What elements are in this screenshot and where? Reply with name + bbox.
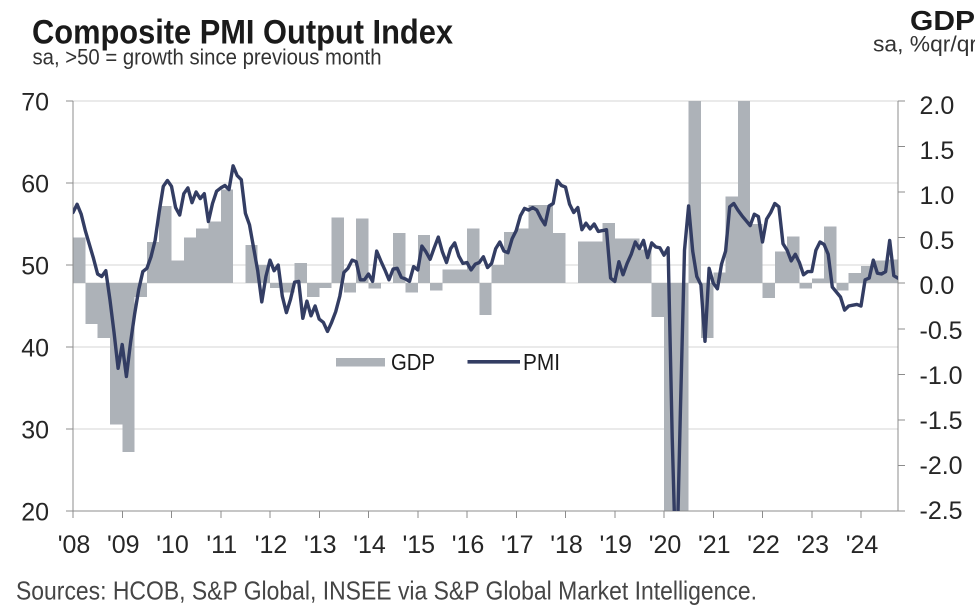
svg-text:GDP: GDP (910, 5, 975, 36)
svg-text:2.0: 2.0 (920, 92, 955, 120)
svg-text:'09: '09 (107, 531, 140, 559)
svg-text:30: 30 (21, 416, 49, 444)
svg-text:-2.0: -2.0 (920, 452, 963, 480)
svg-text:Sources: HCOB, S&P Global, INS: Sources: HCOB, S&P Global, INSEE via S&P… (16, 576, 757, 606)
svg-text:50: 50 (21, 252, 49, 280)
svg-text:'13: '13 (304, 531, 337, 559)
svg-text:-0.5: -0.5 (920, 317, 963, 345)
svg-text:'15: '15 (402, 531, 435, 559)
svg-text:'08: '08 (58, 531, 91, 559)
svg-text:'16: '16 (452, 531, 485, 559)
svg-text:'17: '17 (501, 531, 534, 559)
svg-text:-2.5: -2.5 (920, 497, 963, 525)
svg-text:70: 70 (21, 88, 49, 116)
svg-text:'18: '18 (550, 531, 583, 559)
svg-text:'14: '14 (353, 531, 386, 559)
svg-text:1.5: 1.5 (920, 137, 955, 165)
svg-text:'22: '22 (747, 531, 780, 559)
svg-text:sa, %qr/qr: sa, %qr/qr (873, 32, 975, 57)
svg-text:'24: '24 (846, 531, 879, 559)
svg-text:-1.5: -1.5 (920, 407, 963, 435)
svg-text:-1.0: -1.0 (920, 362, 963, 390)
svg-text:60: 60 (21, 170, 49, 198)
svg-text:'10: '10 (156, 531, 189, 559)
svg-text:GDP: GDP (391, 349, 435, 375)
svg-text:40: 40 (21, 334, 49, 362)
svg-text:1.0: 1.0 (920, 182, 955, 210)
svg-text:0.5: 0.5 (920, 227, 955, 255)
svg-text:'21: '21 (698, 531, 731, 559)
svg-text:'19: '19 (599, 531, 632, 559)
svg-text:PMI: PMI (523, 349, 560, 375)
svg-text:sa, >50 = growth since previou: sa, >50 = growth since previous month (33, 45, 382, 70)
svg-text:'11: '11 (206, 531, 237, 559)
svg-text:20: 20 (21, 498, 49, 526)
svg-text:0.0: 0.0 (920, 272, 955, 300)
svg-text:Composite PMI Output Index: Composite PMI Output Index (32, 13, 453, 51)
svg-text:'23: '23 (796, 531, 829, 559)
svg-text:'20: '20 (649, 531, 682, 559)
svg-text:'12: '12 (255, 531, 288, 559)
